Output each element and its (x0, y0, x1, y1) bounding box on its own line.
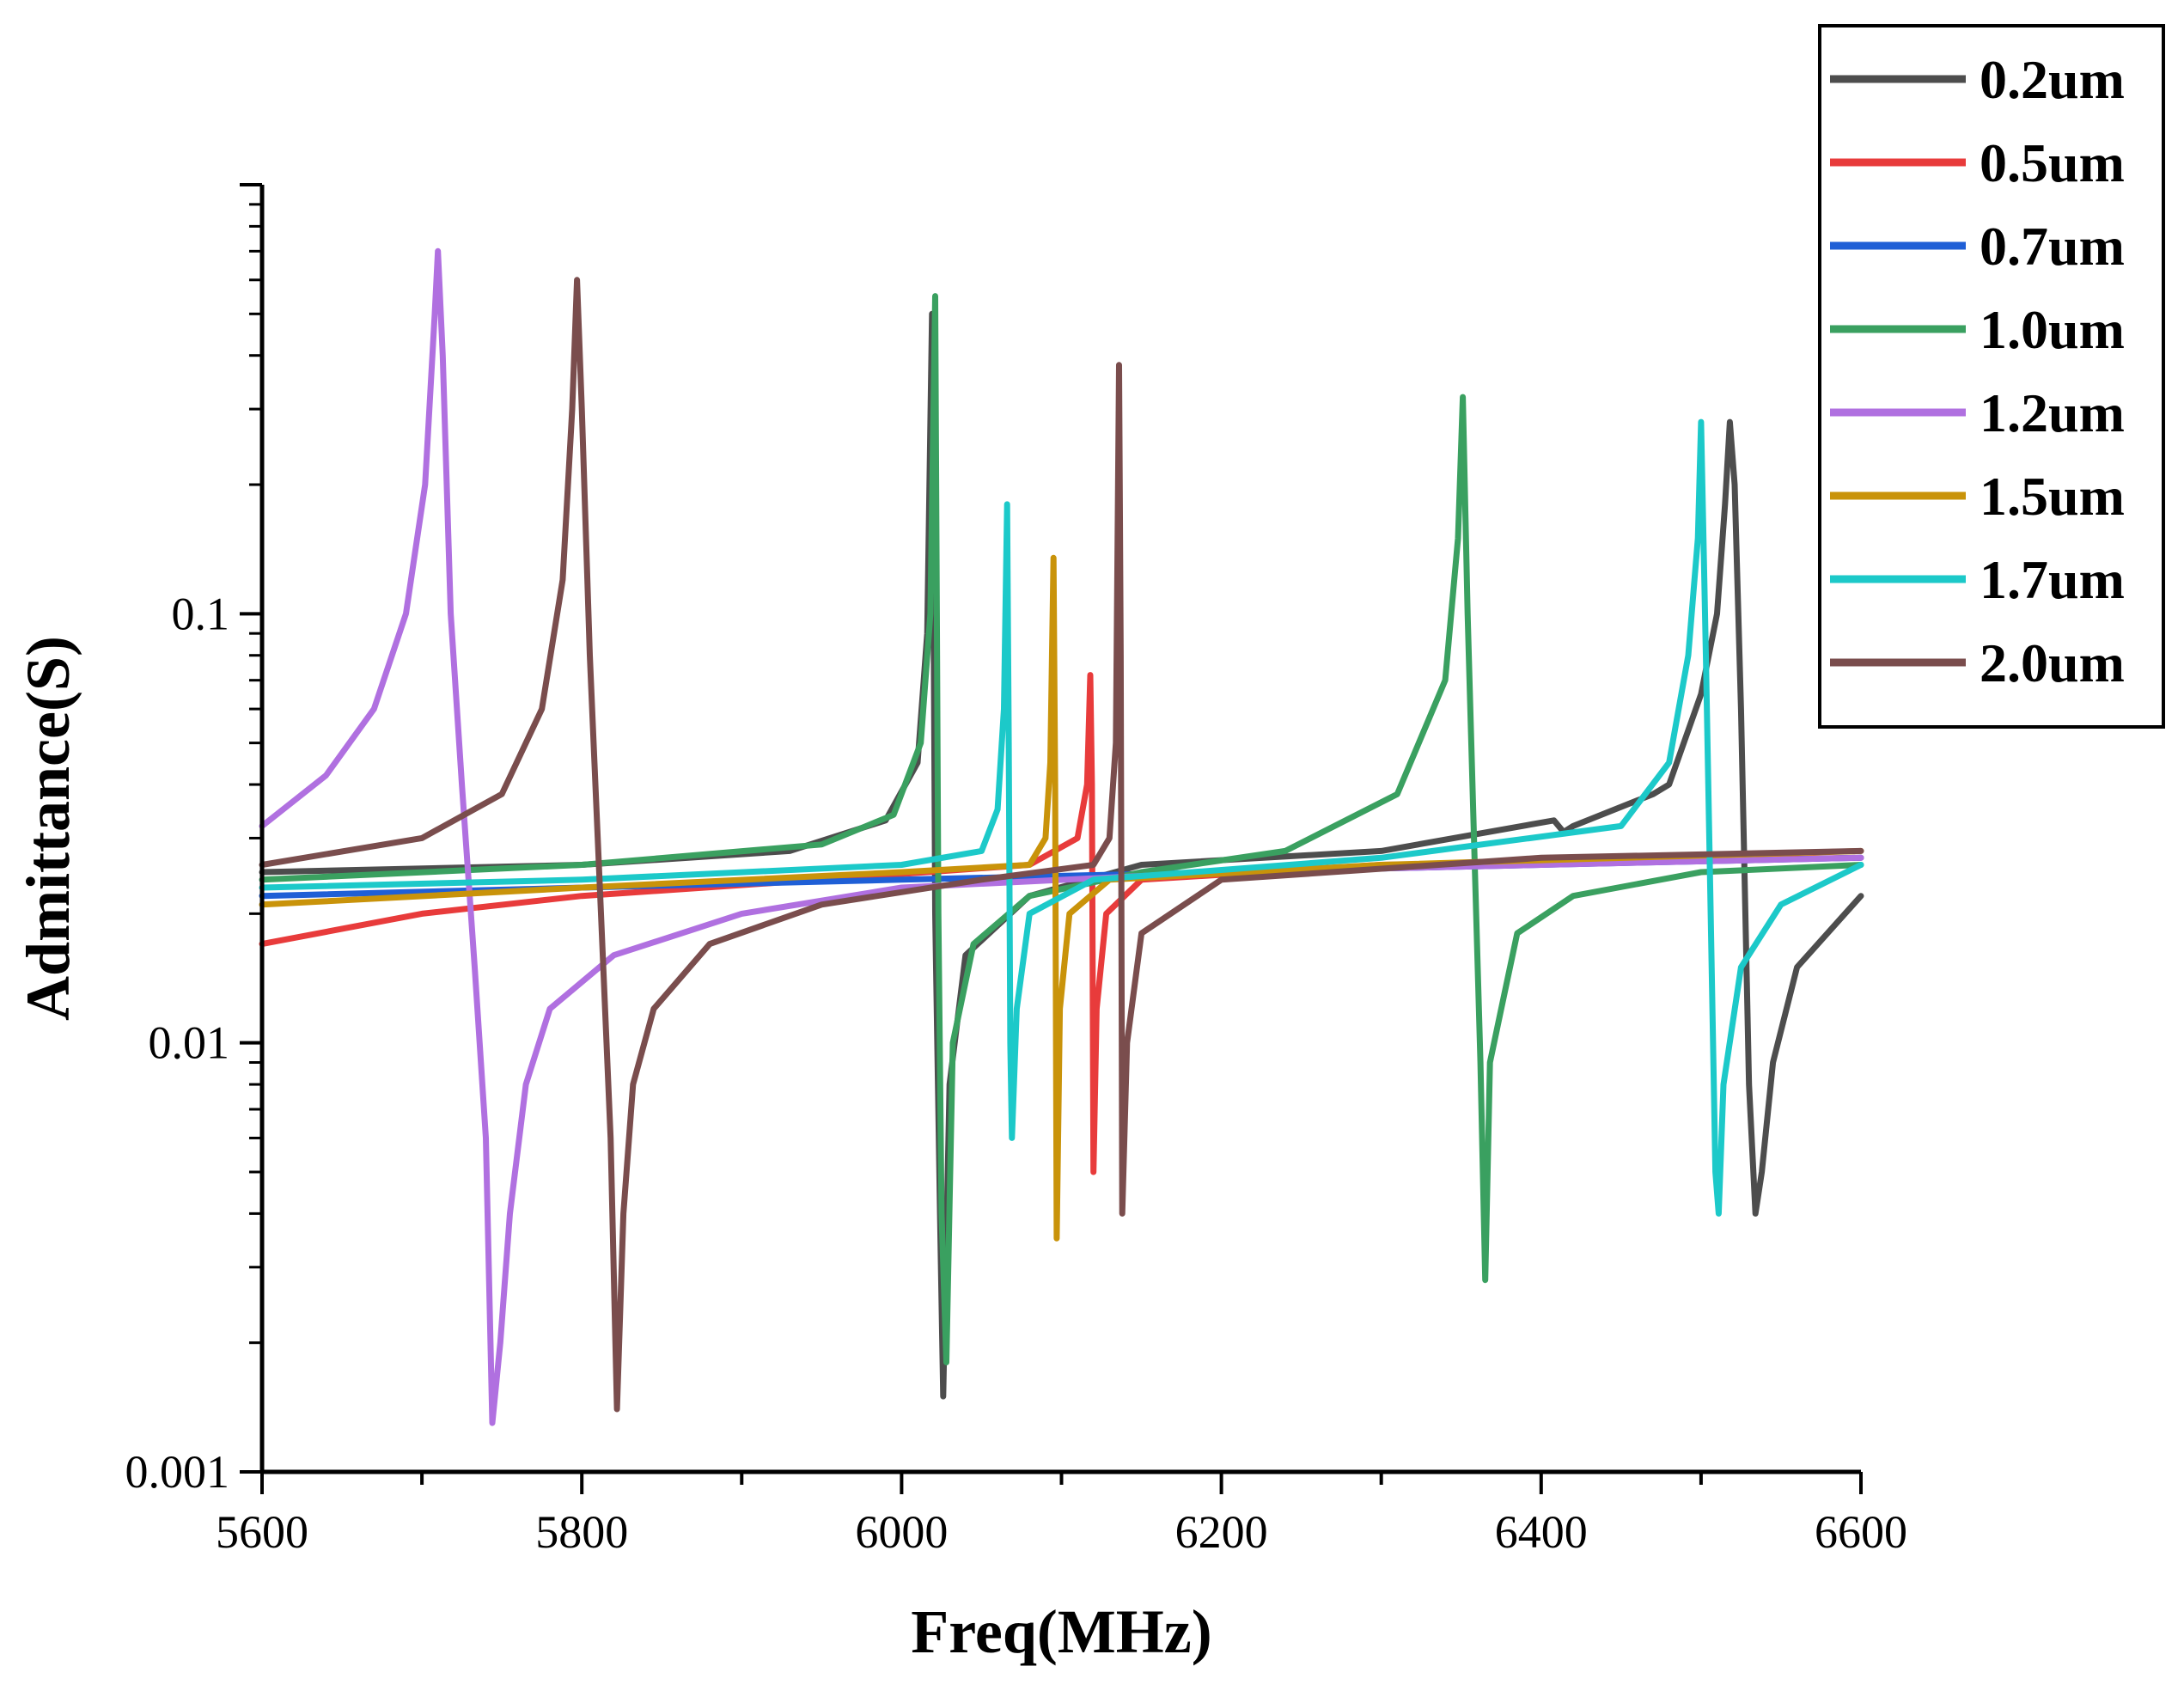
series-line-1.0um (259, 293, 1864, 1365)
legend-label-2.0um: 2.0um (1980, 632, 2125, 693)
y-tick-label: 0.1 (172, 588, 230, 639)
series-line-2.0um (259, 277, 1864, 1413)
legend: 0.2um 0.5um 0.7um 1.0um 1.2um 1.5um 1.7um 2.0um (1818, 24, 2165, 729)
legend-label-1.7um: 1.7um (1980, 549, 2125, 610)
y-tick-label: 0.001 (125, 1446, 230, 1498)
y-tick-label: 0.01 (149, 1017, 230, 1069)
x-tick-label: 6000 (855, 1506, 948, 1558)
legend-label-0.2um: 0.2um (1980, 49, 2125, 110)
legend-label-0.5um: 0.5um (1980, 132, 2125, 193)
legend-label-1.0um: 1.0um (1980, 299, 2125, 360)
legend-label-0.7um: 0.7um (1980, 216, 2125, 277)
series-line-1.2um (259, 247, 1864, 1426)
legend-label-1.5um: 1.5um (1980, 466, 2125, 527)
plot-area (259, 247, 1864, 1426)
x-tick-label: 5600 (216, 1506, 308, 1558)
x-axis-ticks: 5600 5800 6000 6200 6400 6600 (216, 1472, 1907, 1558)
legend-label-1.2um: 1.2um (1980, 382, 2125, 443)
x-tick-label: 6600 (1815, 1506, 1907, 1558)
x-tick-label: 6400 (1495, 1506, 1588, 1558)
y-axis-title: Admittance(S) (14, 636, 82, 1021)
x-tick-label: 5800 (535, 1506, 628, 1558)
series-line-1.7um (259, 418, 1864, 1217)
series-line-0.5um (259, 672, 1864, 1175)
x-tick-label: 6200 (1175, 1506, 1268, 1558)
y-axis-ticks: 0.001 0.01 0.1 (125, 183, 262, 1498)
axes: 5600 5800 6000 6200 6400 6600 0.001 0.01 0.1 (125, 183, 1907, 1558)
legend-box (1818, 24, 2165, 729)
series-line-1.5um (259, 554, 1864, 1242)
x-axis-title: Freq(MHz) (911, 1597, 1212, 1666)
